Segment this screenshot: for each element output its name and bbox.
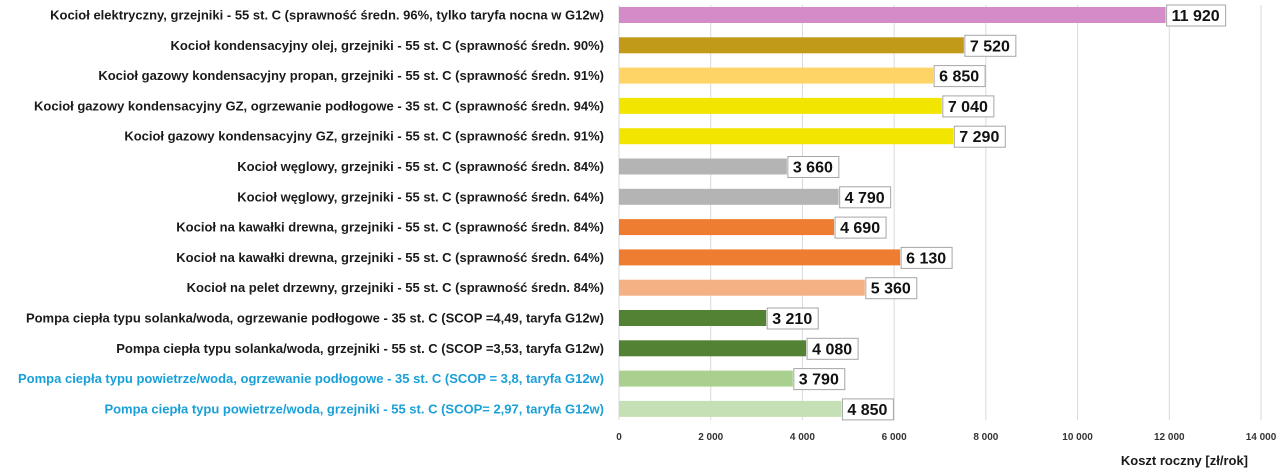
bar (619, 158, 787, 175)
x-tick-label: 12 000 (1154, 432, 1185, 443)
data-label-text: 3 660 (793, 160, 833, 177)
bar (619, 67, 934, 84)
bar (619, 97, 942, 114)
category-label: Pompa ciepła typu solanka/woda, grzejnik… (116, 341, 604, 356)
bar (619, 188, 839, 205)
data-label-box (865, 277, 918, 300)
data-label-box (787, 156, 840, 178)
data-label-box (839, 186, 892, 209)
data-label-text: 5 360 (871, 281, 911, 298)
x-tick-label: 8 000 (973, 432, 998, 443)
bar (619, 249, 901, 266)
data-label-box (766, 307, 819, 330)
data-label-box (953, 125, 1006, 148)
data-label: 7 520 (964, 34, 1017, 57)
bar (619, 310, 767, 326)
data-label-box (841, 398, 894, 421)
category-label: Kocioł na pelet drzewny, grzejniki - 55 … (187, 280, 604, 295)
bar (619, 128, 954, 145)
bars (619, 7, 1166, 417)
data-label-box (942, 95, 995, 118)
data-label: 3 660 (787, 156, 840, 178)
bar (619, 7, 1166, 23)
x-tick-label: 4 000 (790, 432, 815, 443)
data-label-text: 4 790 (845, 190, 885, 207)
data-label: 7 040 (942, 95, 995, 118)
data-label-box (806, 337, 859, 360)
data-label-box (933, 65, 986, 88)
bar (619, 340, 807, 357)
category-label: Kocioł kondensacyjny olej, grzejniki - 5… (171, 38, 604, 53)
data-labels: 11 920 7 520 6 850 7 040 7 290 3 660 4 790 4 69… (766, 4, 1227, 421)
data-label-text: 6 130 (906, 250, 946, 267)
data-label-box (1166, 4, 1227, 27)
x-tick-label: 6 000 (882, 432, 907, 443)
data-label-text: 7 040 (948, 99, 988, 116)
bar (619, 219, 835, 236)
data-label: 6 130 (900, 246, 953, 269)
x-axis-ticks: 0 2 000 4 000 6 000 8 000 10 000 12 000 14 000 (616, 432, 1277, 443)
data-label-text: 4 850 (847, 402, 887, 419)
category-label: Pompa ciepła typu solanka/woda, ogrzewan… (26, 311, 604, 326)
category-label: Pompa ciepła typu powietrze/woda, ogrzew… (18, 371, 604, 386)
x-tick-label: 2 000 (698, 432, 723, 443)
data-label-text: 4 690 (840, 220, 880, 237)
category-label: Kocioł węglowy, grzejniki - 55 st. C (sp… (237, 159, 604, 174)
bar (619, 370, 793, 387)
category-label: Kocioł gazowy kondensacyjny GZ, grzejnik… (124, 129, 604, 144)
bar (619, 400, 842, 417)
category-label: Kocioł gazowy kondensacyjny propan, grze… (98, 68, 604, 83)
data-label-box (964, 34, 1017, 57)
data-label: 4 080 (806, 337, 859, 360)
x-tick-label: 10 000 (1062, 432, 1093, 443)
data-label: 3 210 (766, 307, 819, 330)
data-label: 4 850 (841, 398, 894, 421)
x-axis-label: Koszt roczny [zł/rok] (1121, 453, 1248, 468)
data-label-box (834, 216, 887, 239)
data-label-text: 11 920 (1172, 8, 1220, 25)
category-label: Kocioł gazowy kondensacyjny GZ, ogrzewan… (34, 98, 604, 113)
category-label: Kocioł węglowy, grzejniki - 55 st. C (sp… (237, 189, 604, 204)
x-tick-label: 0 (616, 432, 622, 443)
category-label: Kocioł na kawałki drewna, grzejniki - 55… (176, 250, 604, 265)
data-label-text: 6 850 (939, 69, 979, 86)
data-label: 5 360 (865, 277, 918, 300)
data-label: 11 920 (1166, 4, 1227, 27)
data-label: 4 790 (839, 186, 892, 209)
data-label: 6 850 (933, 65, 986, 88)
data-label: 4 690 (834, 216, 887, 239)
bar (619, 37, 964, 54)
bar (619, 279, 865, 296)
data-label-text: 3 210 (772, 311, 812, 328)
data-label-text: 3 790 (799, 372, 839, 389)
data-label-box (793, 368, 846, 391)
data-label-box (900, 246, 953, 269)
data-label-text: 7 520 (970, 38, 1010, 55)
x-tick-label: 14 000 (1246, 432, 1277, 443)
category-labels: Kocioł elektryczny, grzejniki - 55 st. C… (18, 8, 604, 417)
category-label: Kocioł na kawałki drewna, grzejniki - 55… (176, 220, 604, 235)
data-label: 3 790 (793, 368, 846, 391)
category-label: Pompa ciepła typu powietrze/woda, grzejn… (104, 401, 604, 416)
data-label-text: 7 290 (959, 129, 999, 146)
data-label-text: 4 080 (812, 341, 852, 358)
data-label: 7 290 (953, 125, 1006, 148)
category-label: Kocioł elektryczny, grzejniki - 55 st. C… (50, 8, 604, 23)
